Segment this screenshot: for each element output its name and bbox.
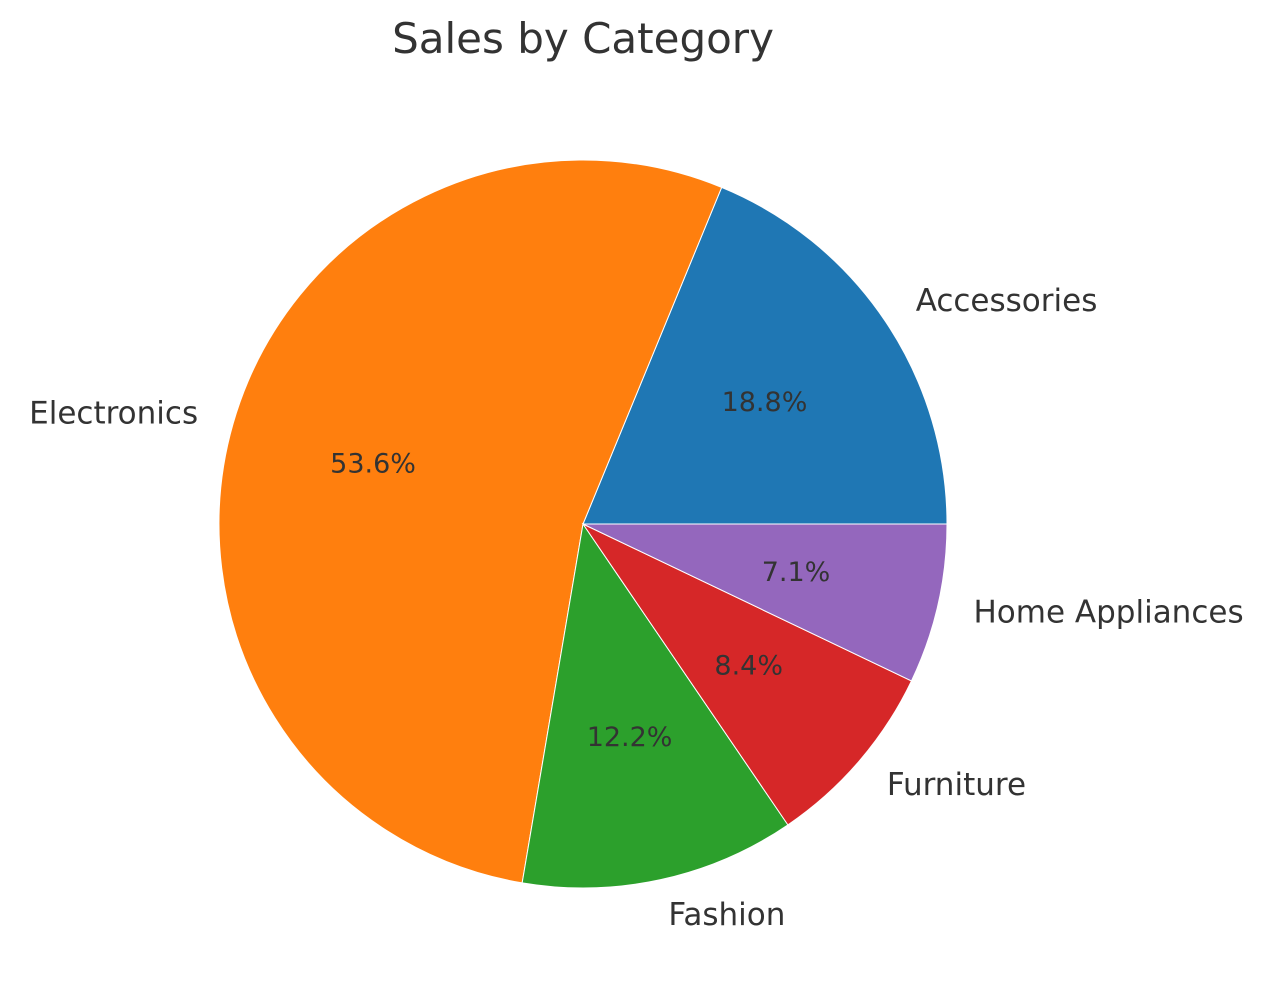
slice-furniture bbox=[581, 522, 913, 826]
percent-label-electronics: 53.6% bbox=[330, 448, 416, 479]
pie-slices bbox=[218, 159, 948, 889]
category-label-electronics: Electronics bbox=[29, 396, 198, 432]
category-label-fashion: Fashion bbox=[668, 897, 785, 933]
category-label-furniture: Furniture bbox=[887, 767, 1026, 803]
percent-label-home-appliances: 7.1% bbox=[762, 557, 831, 588]
slice-electronics bbox=[218, 159, 723, 884]
slice-home-appliances bbox=[582, 523, 948, 682]
category-label-accessories: Accessories bbox=[916, 283, 1098, 319]
percent-label-accessories: 18.8% bbox=[722, 387, 808, 418]
percent-labels: 18.8% 53.6% 12.2% 8.4% 7.1% bbox=[330, 387, 830, 753]
category-labels: Accessories Electronics Fashion Furniture Ho… bbox=[29, 283, 1243, 933]
percent-label-furniture: 8.4% bbox=[714, 651, 783, 682]
chart-title: Sales by Category bbox=[392, 14, 774, 63]
slice-accessories bbox=[582, 186, 948, 525]
percent-label-fashion: 12.2% bbox=[587, 722, 673, 753]
slice-fashion bbox=[521, 522, 789, 889]
category-label-home-appliances: Home Appliances bbox=[974, 594, 1244, 630]
